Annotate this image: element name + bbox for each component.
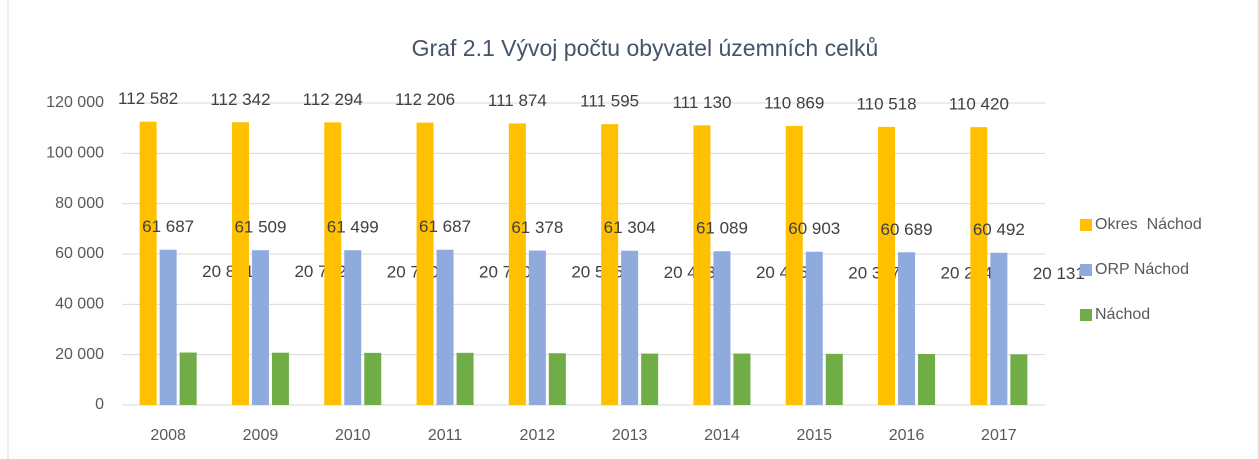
y-tick-label: 0 — [95, 396, 104, 413]
legend-swatch — [1080, 219, 1092, 231]
data-label: 61 378 — [511, 218, 563, 237]
data-label: 61 687 — [419, 217, 471, 236]
bar — [324, 122, 342, 405]
data-label: 61 687 — [142, 217, 194, 236]
data-label: 110 420 — [949, 95, 1009, 114]
x-tick-label: 2012 — [520, 427, 556, 444]
bar — [456, 352, 474, 405]
bar — [436, 249, 454, 405]
legend-label: Okres Náchod — [1095, 216, 1202, 233]
bar — [805, 251, 823, 405]
bar — [344, 250, 362, 405]
legend-label: Náchod — [1095, 306, 1150, 323]
bar — [878, 126, 896, 405]
bar — [621, 250, 639, 405]
data-label: 111 130 — [672, 93, 731, 112]
y-tick-label: 20 000 — [55, 346, 104, 363]
legend-swatch — [1080, 309, 1092, 321]
data-label: 111 595 — [580, 92, 639, 111]
bar — [548, 353, 566, 405]
data-label: 61 089 — [696, 219, 748, 238]
bar — [733, 353, 751, 405]
bar — [713, 251, 731, 405]
legend-swatch — [1080, 264, 1092, 276]
x-tick-label: 2008 — [150, 427, 186, 444]
x-tick-label: 2017 — [981, 427, 1017, 444]
bar — [416, 122, 434, 405]
bar — [641, 353, 659, 405]
y-tick-label: 80 000 — [55, 195, 104, 212]
bar — [159, 249, 177, 405]
data-label: 111 874 — [488, 91, 547, 110]
x-tick-label: 2014 — [704, 427, 740, 444]
data-label: 110 869 — [764, 93, 824, 112]
bar — [990, 252, 1008, 405]
bar — [251, 250, 269, 405]
bar — [528, 250, 546, 405]
bar — [139, 121, 157, 405]
y-tick-label: 100 000 — [46, 145, 104, 162]
x-tick-label: 2010 — [335, 427, 371, 444]
data-label: 60 903 — [788, 219, 840, 238]
y-tick-label: 60 000 — [55, 245, 104, 262]
data-label: 112 342 — [210, 90, 270, 109]
bar — [825, 353, 843, 405]
bar — [231, 122, 249, 405]
x-tick-label: 2011 — [428, 427, 463, 444]
bar — [918, 354, 936, 405]
bar — [364, 352, 382, 405]
y-tick-label: 40 000 — [55, 296, 104, 313]
chart-title: Graf 2.1 Vývoj počtu obyvatel územních c… — [412, 35, 879, 61]
bar — [693, 125, 711, 406]
x-tick-label: 2016 — [889, 427, 925, 444]
y-tick-label: 120 000 — [46, 94, 104, 111]
data-label: 60 492 — [973, 220, 1025, 239]
bar — [898, 252, 916, 405]
data-label: 110 518 — [856, 94, 916, 113]
bar — [601, 124, 619, 405]
x-tick-label: 2015 — [796, 427, 832, 444]
data-label: 112 294 — [303, 90, 363, 109]
data-label: 20 131 — [1033, 264, 1085, 283]
data-label: 60 689 — [881, 220, 933, 239]
bar — [1010, 354, 1028, 405]
x-tick-label: 2013 — [612, 427, 648, 444]
bar — [179, 352, 197, 405]
data-label: 61 304 — [604, 218, 656, 237]
x-tick-label: 2009 — [243, 427, 279, 444]
data-label: 61 509 — [234, 218, 286, 237]
bar — [970, 127, 988, 405]
data-label: 112 582 — [118, 89, 178, 108]
data-label: 112 206 — [395, 90, 455, 109]
data-label: 61 499 — [327, 218, 379, 237]
bar — [508, 123, 526, 405]
legend-label: ORP Náchod — [1095, 261, 1189, 278]
bar — [271, 352, 289, 405]
bar — [785, 125, 803, 406]
